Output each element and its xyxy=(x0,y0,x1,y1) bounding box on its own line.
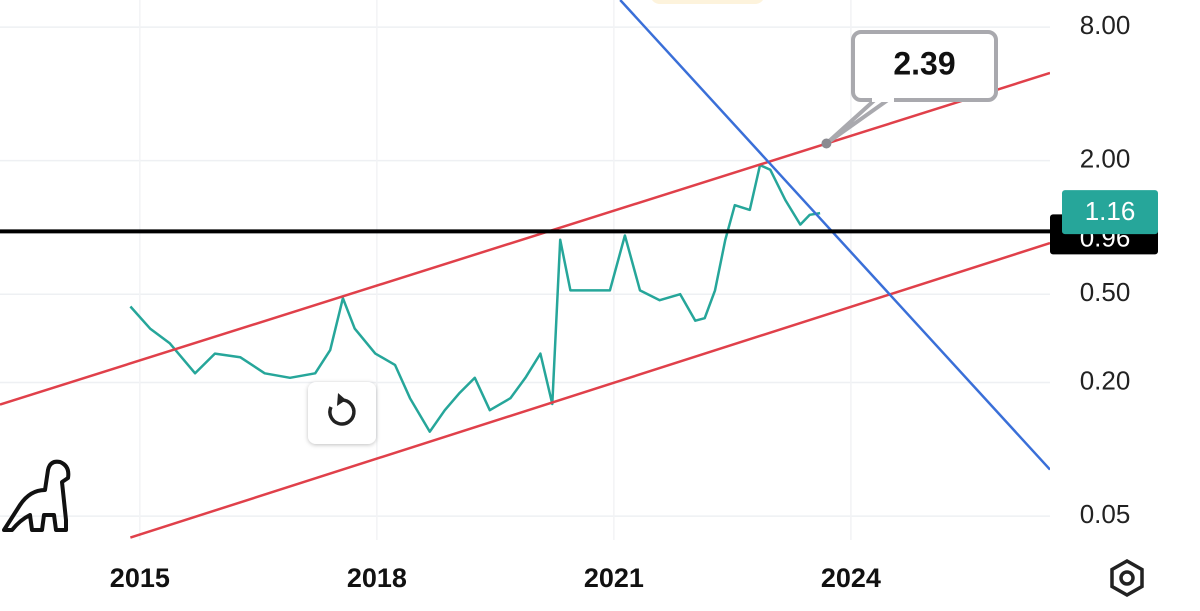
y-tick-label: 0.05 xyxy=(1080,499,1131,529)
y-tick-label: 0.50 xyxy=(1080,277,1131,307)
overlay: 0.961.162.39 xyxy=(821,30,1158,255)
plot-area xyxy=(0,0,1050,539)
top-chip xyxy=(652,0,763,4)
trend-line xyxy=(129,241,1050,539)
y-tick-label: 2.00 xyxy=(1080,144,1131,174)
trend-line xyxy=(0,71,1050,406)
callout-box xyxy=(851,30,998,102)
callout-tail xyxy=(824,95,894,146)
trend-line xyxy=(619,0,1050,471)
settings-button[interactable] xyxy=(1110,558,1144,598)
price-line xyxy=(129,163,821,433)
last-price-label: 1.16 xyxy=(1085,196,1136,226)
y-tick-label: 8.00 xyxy=(1080,10,1131,40)
grid xyxy=(0,0,1050,540)
reset-button[interactable] xyxy=(308,382,376,444)
callout-label: 2.39 xyxy=(893,45,955,81)
last-price-badge xyxy=(1062,190,1158,235)
axes: 8.00 2.00 0.50 0.20 0.05 2015 2018 2021 2024 xyxy=(110,10,1131,593)
y-tick-label: 0.20 xyxy=(1080,365,1131,395)
callout-seam xyxy=(872,95,894,102)
x-tick-label: 2021 xyxy=(584,563,644,593)
logo xyxy=(2,459,71,532)
x-tick-label: 2018 xyxy=(347,563,407,593)
x-tick-label: 2015 xyxy=(110,563,170,593)
callout-point xyxy=(821,138,832,149)
x-tick-label: 2024 xyxy=(821,563,881,593)
